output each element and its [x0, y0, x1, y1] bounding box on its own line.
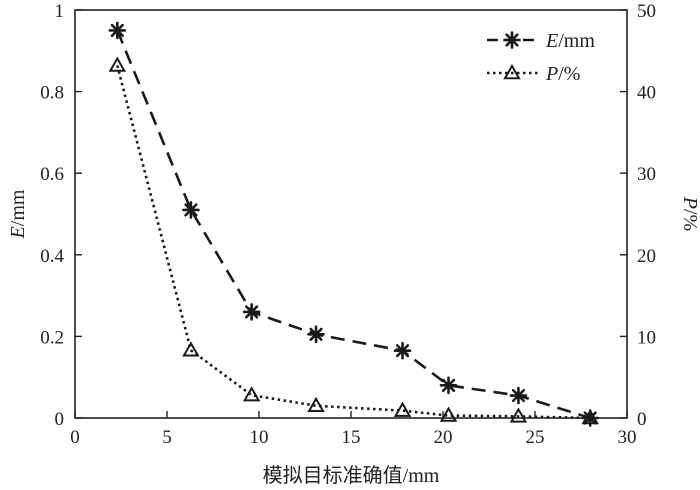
series-e-point — [509, 386, 528, 405]
right-y-axis-title: P/% — [679, 196, 700, 231]
right-y-axis-ticks: 0 10 20 30 40 50 — [620, 1, 656, 430]
left-y-tick-label: 1 — [55, 1, 65, 22]
x-tick-label: 5 — [162, 427, 172, 448]
left-y-tick-label: 0.6 — [40, 164, 64, 185]
series-p-point — [307, 396, 325, 413]
right-y-tick-label: 40 — [637, 83, 656, 104]
x-tick-label: 25 — [526, 427, 545, 448]
series-p-point — [509, 407, 528, 423]
left-y-axis-title: E/mm — [7, 189, 29, 239]
series-p-point — [581, 408, 599, 425]
series-p-point — [242, 386, 261, 402]
series-p-line — [116, 65, 591, 420]
series-e-point — [393, 341, 412, 360]
x-tick-label: 20 — [434, 427, 453, 448]
left-y-tick-label: 0.2 — [40, 327, 64, 348]
right-y-tick-label: 20 — [637, 246, 656, 267]
legend: E/mm P/% — [487, 30, 595, 85]
right-y-tick-label: 30 — [637, 164, 656, 185]
series-p-point — [439, 406, 458, 422]
right-y-tick-label: 0 — [637, 409, 647, 430]
left-y-tick-label: 0.8 — [40, 83, 64, 104]
series-e-line — [116, 29, 591, 420]
series-p-point — [108, 56, 127, 72]
series-e-point — [242, 303, 261, 321]
plot-frame — [74, 9, 628, 419]
right-y-tick-label: 50 — [637, 1, 656, 22]
series-p-point — [393, 401, 412, 417]
x-tick-label: 10 — [250, 427, 269, 448]
legend-label: E/mm — [545, 30, 595, 52]
x-axis-title: 模拟目标准确值/mm — [263, 464, 440, 487]
left-y-tick-label: 0.4 — [40, 246, 64, 267]
right-y-tick-label: 10 — [637, 327, 656, 348]
series-e-point — [307, 325, 325, 344]
series-e-point — [182, 201, 200, 219]
x-axis-ticks: 0 5 10 15 20 25 30 — [70, 411, 637, 448]
series-e-point — [108, 21, 127, 40]
legend-marker-triangle — [503, 63, 521, 80]
x-tick-label: 0 — [70, 427, 80, 448]
left-y-tick-label: 0 — [55, 409, 65, 430]
series-layer — [108, 21, 600, 427]
x-tick-label: 15 — [342, 427, 361, 448]
legend-marker-asterisk — [503, 31, 521, 49]
legend-label: P/% — [545, 63, 580, 85]
series-p-point — [182, 341, 200, 357]
x-tick-label: 30 — [618, 427, 637, 448]
series-e-point — [439, 376, 458, 395]
left-y-axis-ticks: 0 0.2 0.4 0.6 0.8 1 — [40, 1, 82, 430]
